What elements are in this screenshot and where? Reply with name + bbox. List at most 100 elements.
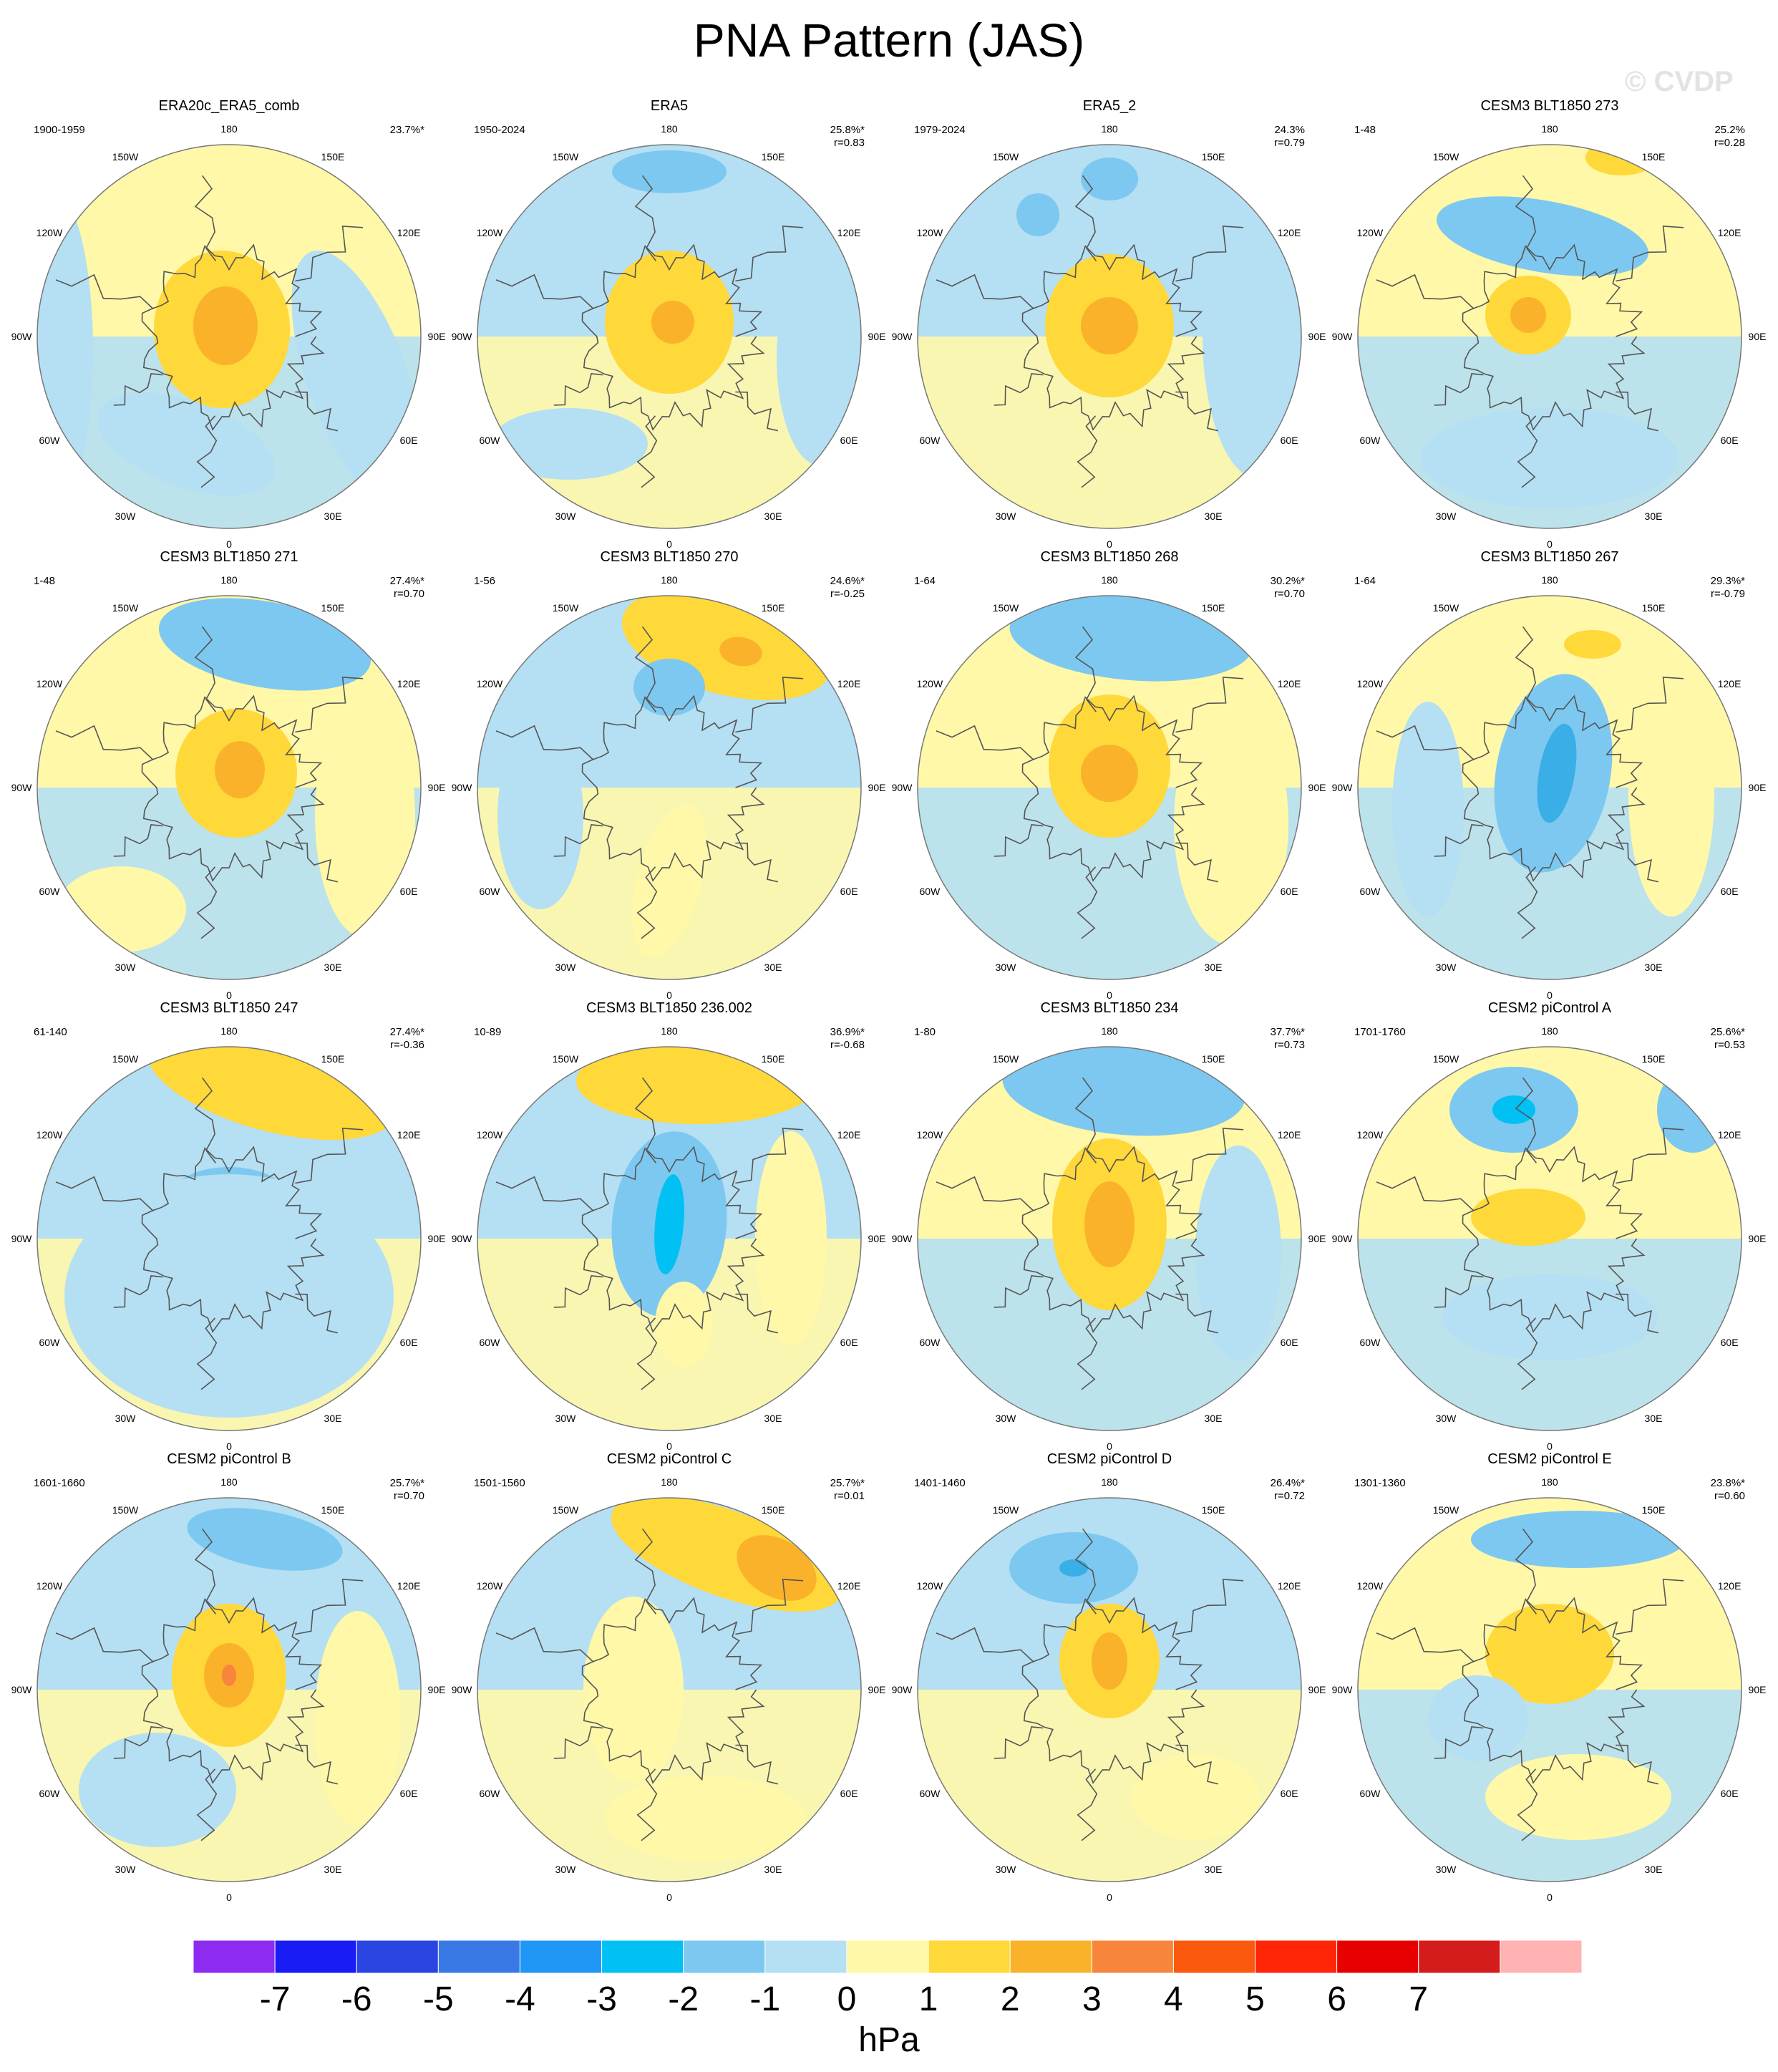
longitude-label: 150E <box>762 1053 785 1065</box>
map-panel: 180 150E 120E 90E 60E 30E 0 30W 60W 90W 120W 150W CE… <box>1332 1000 1767 1452</box>
longitude-label: 120W <box>37 678 63 689</box>
panel-variance-pct: 23.7%* <box>390 124 425 136</box>
longitude-label: 150E <box>321 602 345 614</box>
longitude-label: 0 <box>226 989 232 1001</box>
longitude-label: 30W <box>115 962 137 973</box>
longitude-label: 180 <box>1541 123 1558 135</box>
coastline <box>1376 1077 1684 1390</box>
longitude-label: 90W <box>11 782 33 793</box>
coastline <box>1376 626 1684 939</box>
panel-variance-pct: 25.8%* <box>830 124 865 136</box>
colorbar-swatch <box>193 1940 276 1974</box>
map-panel: 180 150E 120E 90E 60E 30E 0 30W 60W 90W 120W 150W CE… <box>892 1000 1326 1452</box>
colorbar-tick-label: 2 <box>1001 1980 1020 2018</box>
panel-title: CESM3 BLT1850 234 <box>1040 1000 1178 1016</box>
panel-correlation: r=-0.79 <box>1711 588 1745 600</box>
longitude-label: 30W <box>996 510 1017 522</box>
longitude-label: 90W <box>11 331 33 342</box>
longitude-label: 30E <box>1205 1413 1223 1424</box>
longitude-label: 30E <box>1645 962 1663 973</box>
panel-period: 1-64 <box>914 575 936 587</box>
panel-period: 1-48 <box>1354 124 1376 136</box>
longitude-label: 60E <box>1721 435 1739 446</box>
panel-period: 1900-1959 <box>34 124 85 136</box>
colorbar-tick-label: -1 <box>749 1980 780 2018</box>
longitude-label: 0 <box>666 1892 672 1903</box>
longitude-label: 120E <box>837 1580 861 1592</box>
panel-title: ERA5_2 <box>1083 98 1137 114</box>
colorbar-tick-label: -4 <box>505 1980 535 2018</box>
longitude-label: 150W <box>1433 151 1459 163</box>
colorbar-tick-label: -2 <box>668 1980 699 2018</box>
panel-period: 1501-1560 <box>474 1477 525 1489</box>
longitude-label: 120W <box>917 1129 943 1141</box>
panel-title: CESM2 piControl C <box>607 1451 732 1467</box>
longitude-label: 150E <box>1642 1053 1666 1065</box>
panel-correlation: r=0.83 <box>834 137 865 149</box>
panel-period: 1701-1760 <box>1354 1026 1406 1038</box>
longitude-label: 90E <box>868 1684 886 1695</box>
panel-variance-pct: 24.6%* <box>830 575 865 587</box>
map-boundary <box>477 1046 862 1431</box>
longitude-label: 60W <box>480 1337 501 1348</box>
coastline <box>55 1077 364 1390</box>
longitude-label: 30E <box>324 962 342 973</box>
colorbar-swatch <box>846 1940 929 1974</box>
longitude-label: 90E <box>1308 1233 1326 1244</box>
longitude-label: 150W <box>993 1053 1019 1065</box>
panel-title: CESM3 BLT1850 267 <box>1480 549 1618 565</box>
longitude-label: 60W <box>480 435 501 446</box>
longitude-label: 180 <box>661 1476 678 1488</box>
longitude-label: 60W <box>39 1788 61 1799</box>
map-boundary <box>477 144 862 529</box>
colorbar-tick-label: -6 <box>341 1980 372 2018</box>
coastline <box>55 626 364 939</box>
longitude-label: 90W <box>1332 782 1354 793</box>
panel-variance-pct: 27.4%* <box>390 1026 425 1038</box>
longitude-label: 30E <box>764 510 782 522</box>
coastline <box>55 1528 364 1841</box>
longitude-label: 90W <box>1332 1233 1354 1244</box>
map-panel: 180 150E 120E 90E 60E 30E 0 30W 60W 90W 120W 150W ER… <box>892 98 1326 550</box>
longitude-label: 120W <box>1357 678 1384 689</box>
longitude-label: 60E <box>1721 886 1739 897</box>
panel-period: 10-89 <box>474 1026 501 1038</box>
longitude-label: 90E <box>428 1684 446 1695</box>
longitude-label: 150E <box>321 1504 345 1516</box>
coastline <box>1376 1528 1684 1841</box>
longitude-label: 150W <box>1433 602 1459 614</box>
colorbar-swatch <box>1418 1940 1501 1974</box>
longitude-label: 180 <box>220 1476 238 1488</box>
longitude-label: 90E <box>868 1233 886 1244</box>
longitude-label: 120E <box>1718 227 1741 238</box>
longitude-label: 90E <box>1308 331 1326 342</box>
longitude-label: 60E <box>840 1788 858 1799</box>
longitude-label: 60E <box>1721 1788 1739 1799</box>
longitude-label: 30W <box>555 510 577 522</box>
colorbar: -7 -6 -5 -4 -3 -2 -1 0 1 2 3 4 5 6 7 <box>193 1940 1582 2018</box>
longitude-label: 0 <box>1107 1892 1112 1903</box>
longitude-label: 180 <box>220 123 238 135</box>
longitude-label: 120E <box>837 227 861 238</box>
coastline <box>1376 175 1684 488</box>
longitude-label: 120W <box>1357 1129 1384 1141</box>
longitude-label: 120E <box>397 1129 421 1141</box>
longitude-label: 30W <box>1436 1864 1457 1875</box>
longitude-label: 60W <box>39 886 61 897</box>
map-panel: 180 150E 120E 90E 60E 30E 0 30W 60W 90W 120W 150W CE… <box>892 549 1326 1001</box>
longitude-label: 180 <box>1101 1476 1118 1488</box>
panel-period: 1-80 <box>914 1026 936 1038</box>
longitude-label: 180 <box>220 574 238 586</box>
panel-variance-pct: 36.9%* <box>830 1026 865 1038</box>
longitude-label: 30E <box>324 1864 342 1875</box>
longitude-label: 120W <box>477 227 503 238</box>
coastline <box>495 1077 804 1390</box>
longitude-label: 0 <box>226 1441 232 1452</box>
map-boundary <box>1357 1497 1742 1882</box>
coastline <box>936 1077 1244 1390</box>
colorbar-swatch <box>1172 1940 1256 1974</box>
longitude-label: 90E <box>1749 1684 1767 1695</box>
longitude-label: 90E <box>428 1233 446 1244</box>
longitude-label: 30W <box>555 962 577 973</box>
colorbar-tick-label: 4 <box>1164 1980 1183 2018</box>
